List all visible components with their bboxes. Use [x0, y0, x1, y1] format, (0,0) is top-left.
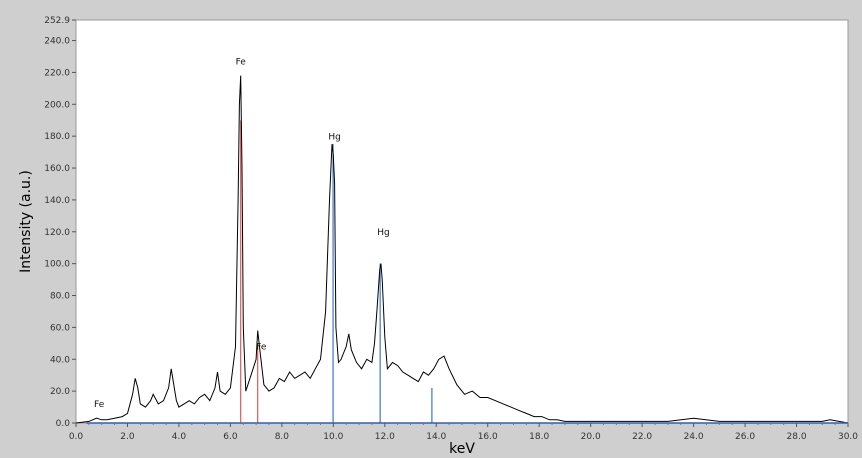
- y-tick-label: 200.0: [44, 100, 70, 110]
- x-tick-label: 20.0: [581, 432, 601, 442]
- x-tick-label: 8.0: [275, 432, 290, 442]
- peak-annotations: Fe Hg Hg Fe Fe: [94, 57, 390, 410]
- x-tick-label: 4.0: [172, 432, 187, 442]
- x-tick-label: 24.0: [684, 432, 704, 442]
- y-tick-label: 40.0: [50, 355, 70, 365]
- x-tick-label: 10.0: [323, 432, 343, 442]
- x-tick-label: 0.0: [69, 432, 84, 442]
- peak-label-hg: Hg: [377, 228, 389, 238]
- x-axis: 0.0 2.0 4.0 6.0 8.0 10.0 12.0 14.0 16.0 18.0 20.0 2…: [69, 423, 858, 442]
- y-tick-label: 80.0: [50, 292, 70, 302]
- element-marker-lines: [240, 120, 433, 423]
- y-tick-label: 160.0: [44, 164, 70, 174]
- spectrum-series-line: [75, 75, 849, 424]
- x-tick-label: 28.0: [787, 432, 807, 442]
- peak-label-fe: Fe: [236, 57, 247, 67]
- y-tick-label: 120.0: [44, 228, 70, 238]
- y-axis: 0.0 20.0 40.0 60.0 80.0 100.0 120.0 140.0 160.0 1…: [44, 16, 76, 429]
- peak-label-fe: Fe: [94, 400, 105, 410]
- y-tick-label: 240.0: [44, 37, 70, 47]
- x-tick-label: 18.0: [529, 432, 549, 442]
- y-tick-label: 0.0: [56, 419, 71, 429]
- y-tick-label: 220.0: [44, 68, 70, 78]
- peak-label-fe: Fe: [256, 343, 267, 353]
- x-tick-label: 22.0: [632, 432, 652, 442]
- y-tick-label: 60.0: [50, 323, 70, 333]
- x-tick-label: 2.0: [120, 432, 135, 442]
- x-tick-label: 30.0: [838, 432, 858, 442]
- plot-area: [75, 19, 849, 424]
- peak-label-hg: Hg: [328, 132, 340, 142]
- x-tick-label: 12.0: [375, 432, 395, 442]
- x-tick-label: 16.0: [478, 432, 498, 442]
- y-tick-label: 140.0: [44, 196, 70, 206]
- y-tick-label: 100.0: [44, 260, 70, 270]
- y-tick-label: 20.0: [50, 387, 70, 397]
- x-tick-label: 6.0: [223, 432, 238, 442]
- x-tick-label: 26.0: [735, 432, 755, 442]
- x-axis-title: keV: [449, 441, 475, 457]
- y-tick-label: 252.9: [44, 16, 70, 26]
- x-tick-label: 14.0: [426, 432, 446, 442]
- y-axis-title: Intensity (a.u.): [18, 170, 34, 273]
- y-tick-label: 180.0: [44, 132, 70, 142]
